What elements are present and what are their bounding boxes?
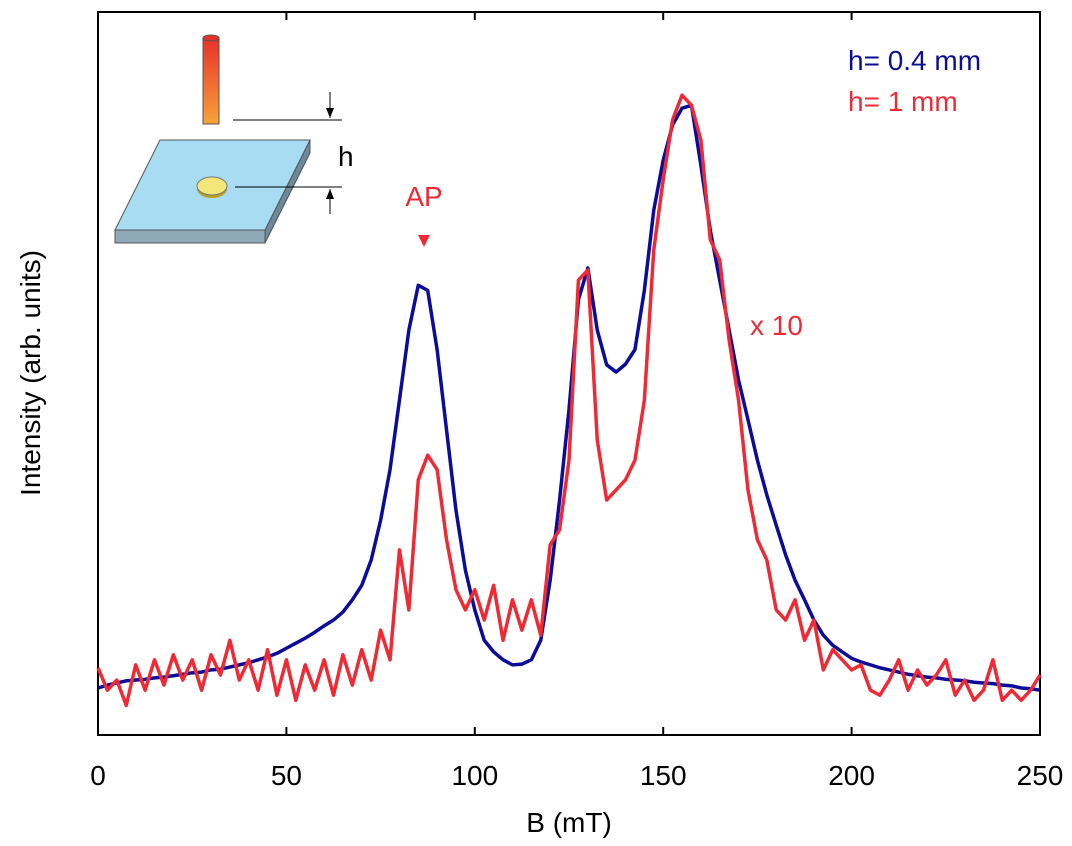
data-line: [97, 103, 1041, 692]
x-tick-label: 250: [1017, 760, 1064, 791]
x-tick-label: 100: [451, 760, 498, 791]
y-axis-label: Intensity (arb. units): [15, 250, 46, 496]
inset-label: h: [338, 141, 354, 172]
x-tick-label: 0: [90, 760, 106, 791]
annotation: AP: [405, 181, 442, 212]
data-line: [96, 93, 1042, 708]
x-tick-label: 50: [271, 760, 302, 791]
x-tick-label: 150: [640, 760, 687, 791]
annotation: x 10: [750, 310, 803, 341]
x-axis-label: B (mT): [526, 807, 612, 838]
inset-diagram: [114, 34, 342, 244]
legend-label: h= 1 mm: [848, 86, 958, 117]
legend-label: h= 0.4 mm: [848, 45, 981, 76]
x-tick-label: 200: [828, 760, 875, 791]
annotation-marker: [418, 235, 430, 247]
plot-frame: [97, 11, 1041, 736]
